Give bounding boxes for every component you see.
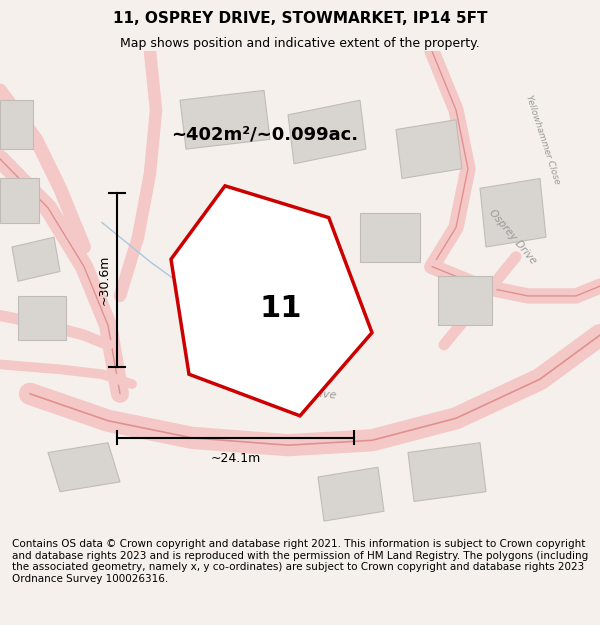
Text: ~402m²/~0.099ac.: ~402m²/~0.099ac. — [171, 126, 358, 144]
Polygon shape — [48, 442, 120, 492]
Text: Map shows position and indicative extent of the property.: Map shows position and indicative extent… — [120, 37, 480, 50]
Polygon shape — [408, 442, 486, 501]
Text: 11, OSPREY DRIVE, STOWMARKET, IP14 5FT: 11, OSPREY DRIVE, STOWMARKET, IP14 5FT — [113, 11, 487, 26]
Text: Contains OS data © Crown copyright and database right 2021. This information is : Contains OS data © Crown copyright and d… — [12, 539, 588, 584]
Polygon shape — [0, 179, 39, 222]
Polygon shape — [18, 296, 66, 340]
Polygon shape — [288, 100, 366, 164]
Polygon shape — [318, 468, 384, 521]
Polygon shape — [396, 120, 462, 179]
Text: Osprey Drive: Osprey Drive — [263, 382, 337, 400]
Polygon shape — [0, 100, 33, 149]
Polygon shape — [180, 91, 270, 149]
Text: Osprey Drive: Osprey Drive — [487, 208, 539, 266]
Polygon shape — [438, 276, 492, 325]
Text: Yellowhammer Close: Yellowhammer Close — [524, 94, 562, 185]
Text: 11: 11 — [260, 294, 302, 322]
Text: ~24.1m: ~24.1m — [211, 451, 260, 464]
Polygon shape — [12, 238, 60, 281]
Polygon shape — [171, 186, 372, 416]
Polygon shape — [480, 179, 546, 247]
Polygon shape — [360, 213, 420, 262]
Polygon shape — [204, 232, 282, 281]
Text: ~30.6m: ~30.6m — [97, 255, 110, 305]
